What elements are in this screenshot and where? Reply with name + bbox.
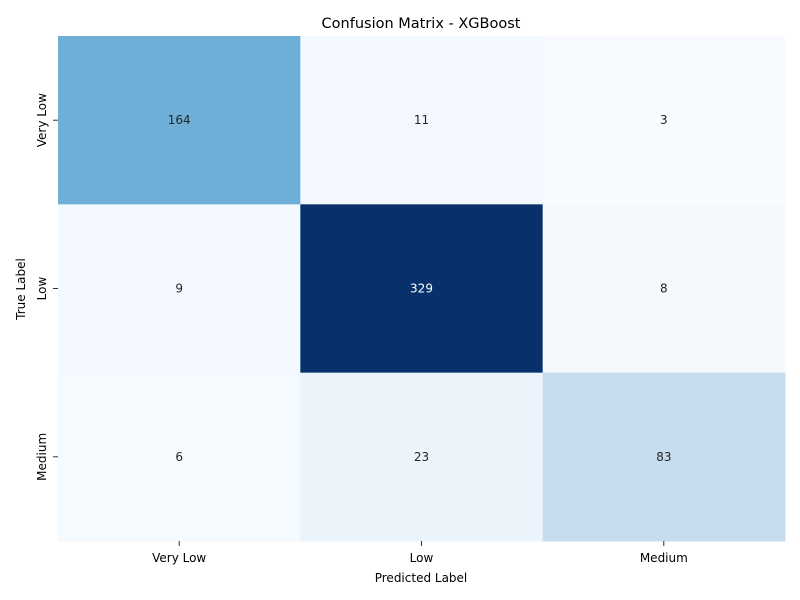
x-axis-label: Predicted Label xyxy=(375,571,468,585)
x-axis-ticks: Very Low Low Medium xyxy=(152,541,688,565)
heatmap-cell-2-1 xyxy=(300,372,544,542)
cell-value-0-1: 11 xyxy=(414,113,429,127)
heatmap-cell-1-2 xyxy=(542,204,786,374)
cell-value-0-0: 164 xyxy=(168,113,191,127)
heatmap-cell-labels: 164 11 3 9 329 8 6 23 83 xyxy=(168,113,672,464)
heatmap-cell-1-0 xyxy=(58,204,301,374)
y-tick-label-1: Low xyxy=(35,277,49,301)
cell-value-1-1: 329 xyxy=(410,282,433,296)
heatmap-cell-0-0 xyxy=(58,36,301,205)
heatmap-cell-1-1 xyxy=(300,204,544,374)
heatmap-cells xyxy=(58,36,786,542)
cell-value-1-0: 9 xyxy=(175,282,183,296)
y-axis-label: True Label xyxy=(14,258,28,321)
chart-title: Confusion Matrix - XGBoost xyxy=(322,16,521,32)
y-tick-label-0: Very Low xyxy=(35,93,49,147)
heatmap-cell-0-1 xyxy=(300,36,544,205)
y-axis-ticks: Very Low Low Medium xyxy=(35,93,58,481)
x-tick-label-2: Medium xyxy=(640,551,688,565)
heatmap-cell-0-2 xyxy=(542,36,786,205)
cell-value-0-2: 3 xyxy=(660,113,668,127)
heatmap-cell-2-0 xyxy=(58,372,301,542)
x-tick-label-0: Very Low xyxy=(152,551,206,565)
y-tick-label-2: Medium xyxy=(35,433,49,481)
cell-value-2-2: 83 xyxy=(656,450,671,464)
x-tick-label-1: Low xyxy=(410,551,434,565)
heatmap-cell-2-2 xyxy=(542,372,786,542)
cell-value-1-2: 8 xyxy=(660,282,668,296)
cell-value-2-1: 23 xyxy=(414,450,429,464)
cell-value-2-0: 6 xyxy=(175,450,183,464)
